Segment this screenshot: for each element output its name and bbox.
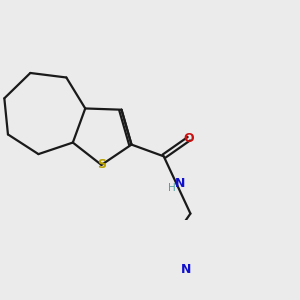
Text: O: O: [184, 132, 194, 145]
Text: H: H: [168, 183, 176, 193]
Text: N: N: [181, 263, 191, 276]
Text: N: N: [175, 177, 185, 190]
Text: S: S: [97, 158, 106, 171]
